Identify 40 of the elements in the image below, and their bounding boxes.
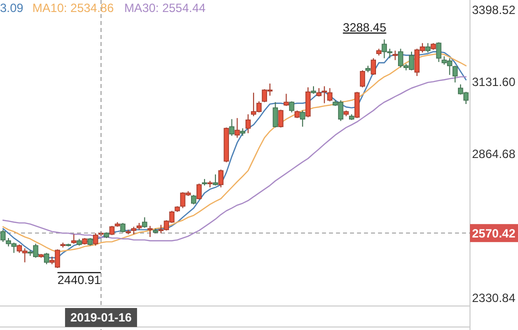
candlestick — [71, 234, 76, 244]
candlestick — [278, 109, 284, 128]
candlestick — [234, 118, 240, 138]
candlestick — [246, 114, 251, 134]
candlestick — [191, 194, 196, 205]
candlestick — [142, 216, 148, 228]
candlestick — [109, 225, 115, 236]
candlestick — [196, 183, 202, 200]
candlestick — [289, 100, 294, 113]
candlestick — [218, 169, 224, 188]
candlestick — [44, 252, 50, 265]
y-tick-label: 3131.60 — [472, 74, 516, 89]
ref-line-label: 2570.42 — [472, 226, 516, 240]
candlestick — [370, 58, 376, 76]
y-tick-label: 2330.84 — [472, 290, 516, 305]
candlestick — [120, 222, 126, 233]
candlestick — [212, 174, 218, 186]
candlestick — [392, 50, 398, 61]
candlestick — [360, 70, 366, 88]
candlestick — [272, 102, 278, 128]
candlestick — [327, 88, 332, 102]
y-tick-label: 3398.52 — [472, 2, 516, 17]
candlestick — [147, 225, 153, 238]
y-tick-label: 2864.68 — [472, 146, 516, 161]
annotation: 2440.91 — [57, 273, 102, 288]
annotation: 3288.45 — [342, 20, 387, 34]
text: 3.09 — [0, 1, 24, 15]
candlestick — [436, 42, 442, 62]
candlestick — [284, 93, 289, 106]
candlestick — [229, 118, 234, 136]
text: MA30: 2554.44 — [124, 1, 206, 15]
candlestick — [425, 42, 430, 54]
x-tick-label: 2019-01-16 — [70, 310, 132, 325]
candlestick — [93, 232, 98, 246]
candlestick — [322, 86, 327, 104]
text: MA10: 2534.86 — [32, 1, 114, 15]
candlestick — [0, 229, 6, 242]
line-series — [2, 76, 467, 242]
candlestick — [452, 65, 458, 83]
candlestick — [300, 110, 306, 128]
